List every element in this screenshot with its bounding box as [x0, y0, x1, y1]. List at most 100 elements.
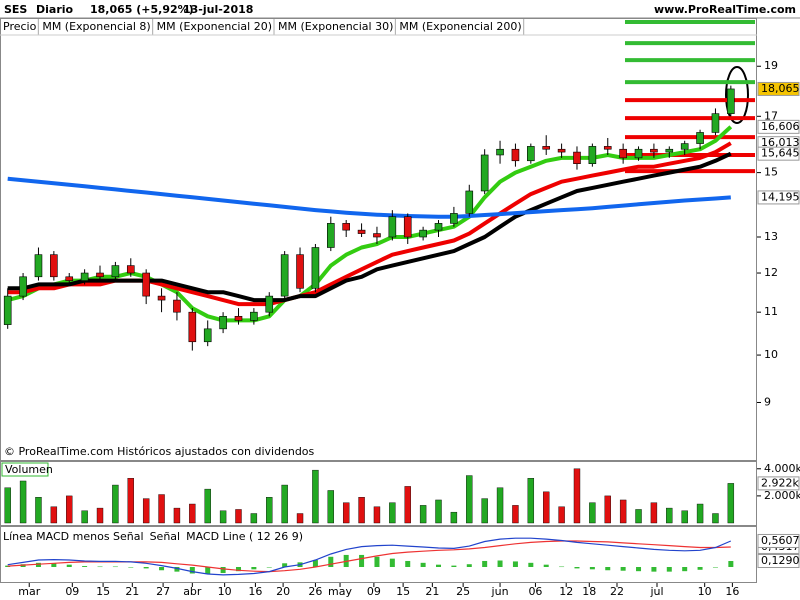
macd-histogram-bar — [159, 567, 165, 571]
candle-body — [219, 315, 227, 330]
macd-histogram-bar — [574, 567, 580, 569]
macd-histogram-bar — [605, 567, 611, 571]
macd-histogram-bar — [466, 564, 472, 567]
volume-bar — [543, 491, 550, 524]
volume-bar — [650, 502, 658, 524]
volume-bar — [342, 502, 350, 524]
moving-average — [7, 125, 733, 323]
site: www.ProRealTime.com — [654, 3, 796, 16]
x-tick-label: 21 — [425, 585, 439, 598]
ma-last-label-box — [757, 190, 800, 205]
macd-histogram-bar — [35, 562, 41, 567]
macd-histogram-bar — [589, 567, 595, 570]
ma-last-label-box — [757, 119, 800, 134]
macd-histogram-bar — [405, 560, 411, 567]
y-tick-label: 10 — [764, 348, 778, 361]
volume-bar — [250, 513, 258, 524]
volume-bar — [619, 499, 627, 524]
legend-entry: MM (Exponencial 8) — [42, 20, 150, 33]
y-tick-label: 19 — [764, 59, 778, 72]
macd-histogram-bar — [451, 565, 457, 567]
date: 13-jul-2018 — [183, 3, 253, 16]
y-tick-label: 2.000k — [764, 489, 800, 502]
volume-frame — [0, 461, 757, 526]
volume-bar — [512, 505, 519, 524]
candle-body — [557, 148, 566, 153]
volume-bar — [173, 507, 181, 524]
price-frame — [0, 18, 757, 461]
candle-body — [250, 311, 258, 321]
candle-body — [542, 146, 551, 150]
macd-histogram-bar — [543, 564, 549, 567]
ma-last-label: 15,645 — [761, 147, 800, 160]
candle-body — [173, 299, 181, 313]
volume-title: Volumen — [5, 463, 53, 476]
legend-entry: MM (Exponencial 30) — [278, 20, 393, 33]
x-tick-label: mar — [18, 585, 40, 598]
macd-histogram-bar — [5, 565, 11, 567]
volume-bar — [573, 468, 581, 524]
candle-body — [296, 254, 304, 289]
candle-body — [65, 276, 74, 281]
macd-histogram-bar — [359, 554, 365, 567]
macd-histogram-bar — [220, 567, 226, 574]
macd-histogram-bar — [636, 567, 642, 572]
macd-histogram-bar — [436, 564, 442, 567]
legend-entry: Precio — [3, 20, 37, 33]
x-tick-label: 06 — [528, 585, 542, 598]
x-tick-label: 22 — [610, 585, 624, 598]
macd-histogram-bar — [620, 567, 626, 571]
candle-body — [650, 148, 658, 153]
volume-bar — [435, 499, 442, 524]
candle-body — [3, 295, 12, 325]
x-tick-label: abr — [183, 585, 202, 598]
moving-average — [7, 176, 731, 219]
macd-histogram-bar — [51, 563, 57, 567]
macd-histogram-bar — [682, 567, 688, 572]
macd-histogram-bar — [666, 567, 672, 572]
candle-body — [634, 148, 643, 159]
volume-bar — [681, 510, 688, 524]
macd-histogram-bar — [712, 567, 718, 568]
candle-body — [203, 328, 212, 343]
volume-bar — [496, 487, 504, 524]
macd-frame — [0, 526, 757, 583]
moving-average — [7, 151, 732, 303]
candle-body — [434, 223, 443, 231]
candle-body — [696, 132, 704, 144]
candle-body — [496, 148, 504, 156]
volume-bar — [204, 488, 211, 524]
macd-last-label: 0,1290 — [761, 554, 800, 567]
candle-body — [511, 148, 520, 162]
volume-bar — [666, 507, 673, 524]
macd-histogram-bar — [143, 567, 149, 569]
x-tick-label: 10 — [698, 585, 712, 598]
period: Diario — [36, 3, 74, 16]
candle-body — [50, 254, 58, 278]
candle-body — [96, 272, 104, 278]
y-tick-label: 15 — [764, 166, 778, 179]
x-tick-label: 18 — [582, 585, 596, 598]
volume-bar — [66, 495, 73, 524]
volume-bar — [450, 511, 458, 524]
volume-bar — [312, 469, 319, 524]
volume-last-label-box — [757, 476, 800, 491]
x-tick-label: 12 — [559, 585, 573, 598]
legend-entry: MM (Exponencial 200) — [399, 20, 521, 33]
candle-body — [111, 265, 120, 278]
y-tick-label: 4.000k — [764, 462, 800, 475]
macd-last-label-box — [757, 533, 800, 548]
candle-body — [465, 190, 474, 214]
candle-body — [280, 254, 289, 297]
volume-bar — [219, 510, 227, 524]
volume-bar — [604, 495, 611, 524]
y-tick-label: 12 — [764, 266, 778, 279]
macd-histogram-bar — [205, 567, 211, 574]
x-tick-label: jun — [491, 585, 509, 598]
macd-histogram-bar — [728, 561, 734, 567]
volume-bar — [466, 475, 473, 524]
macd-histogram-bar — [251, 567, 257, 570]
macd-histogram-bar — [651, 567, 657, 572]
